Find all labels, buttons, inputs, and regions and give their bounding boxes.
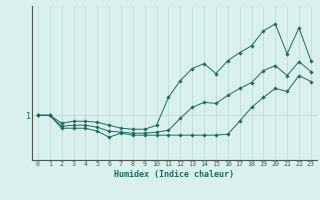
X-axis label: Humidex (Indice chaleur): Humidex (Indice chaleur) — [115, 170, 234, 179]
